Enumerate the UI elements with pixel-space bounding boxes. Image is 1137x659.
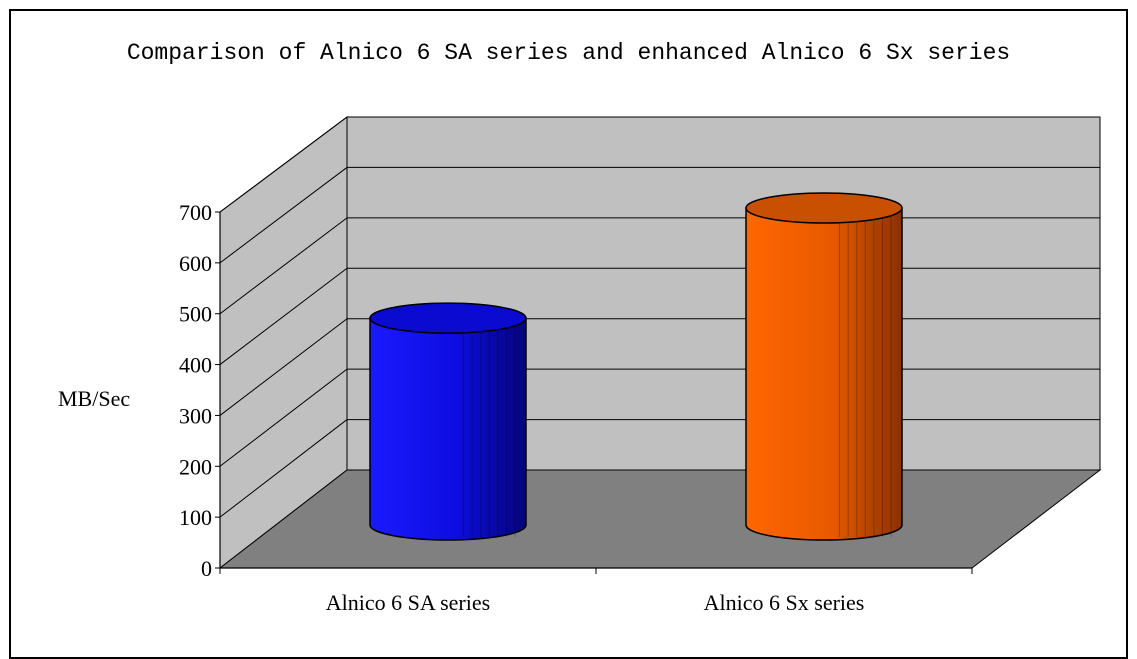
gridline-side [219,116,348,213]
gridline-side [219,368,348,467]
y-tick-label: 600 [179,251,212,276]
y-tick-label: 0 [201,556,212,581]
y-tick-label: 400 [179,353,212,378]
y-tick-label: 300 [179,403,212,428]
y-tick-labels: 0 100 200 300 400 500 600 700 [179,200,220,581]
x-category-label: Alnico 6 Sx series [704,590,865,615]
floor [218,469,1102,569]
y-tick-label: 200 [179,454,212,479]
bars [369,192,903,541]
category-labels: Alnico 6 SA series Alnico 6 Sx series [326,590,865,615]
chart-title: Comparison of Alnico 6 SA series and enh… [126,40,1011,66]
gridline-side [219,217,348,315]
y-tick-label: 100 [179,505,212,530]
gridline-side [219,267,348,365]
chart-plot: 0 100 200 300 400 500 600 700 Alnico 6 SA serie… [58,116,1102,615]
bar-top [745,192,903,224]
gridline-side [219,318,348,416]
x-category-label: Alnico 6 SA series [326,590,490,615]
gridline-side [219,419,348,518]
y-tick-label: 700 [179,200,212,225]
axes [219,212,973,574]
bar-body [369,317,527,541]
bar-0 [369,302,527,541]
bar-body [745,207,903,541]
y-axis-label: MB/Sec [58,386,130,411]
bar-1 [745,192,903,541]
y-tick-label: 500 [179,302,212,327]
gridline-side [219,167,348,264]
bar-top [369,302,527,334]
